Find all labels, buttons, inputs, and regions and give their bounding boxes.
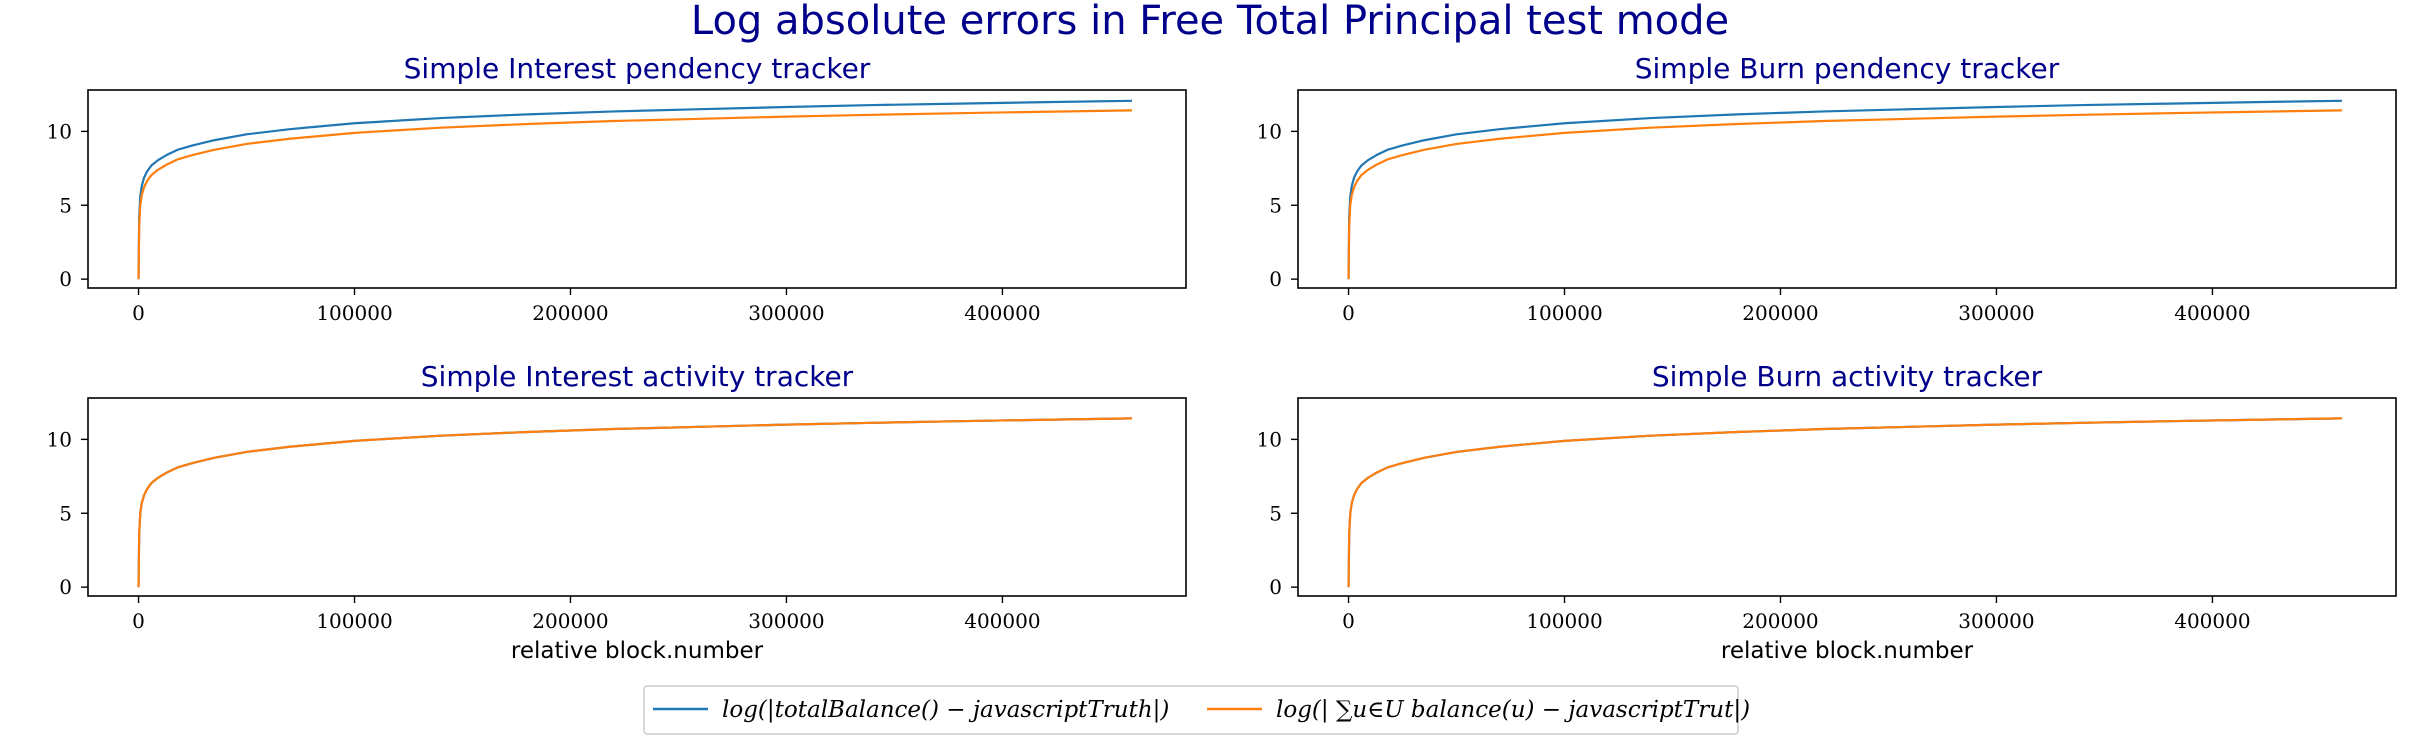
y-tick-label: 10	[47, 119, 72, 143]
subplot-title: Simple Burn pendency tracker	[1635, 52, 2060, 85]
y-tick-label: 10	[1257, 119, 1282, 143]
x-tick-label: 0	[1342, 609, 1355, 633]
x-tick-label: 400000	[964, 301, 1040, 325]
x-axis-label: relative block.number	[511, 638, 764, 664]
subplot-series-group	[1347, 99, 2343, 280]
legend-label-sum-balance: log(| ∑u∈U balance(u) − javascriptTrut|)	[1276, 697, 1750, 723]
subplot-series-group	[1347, 417, 2343, 588]
x-tick-label: 100000	[316, 301, 392, 325]
series-line-sum-balance	[1347, 417, 2343, 588]
subplot-3: Simple Interest activity tracker 0 100000 2…	[47, 360, 1187, 664]
y-tick-label: 10	[1257, 427, 1282, 451]
legend-label-total-balance: log(|totalBalance() − javascriptTruth|)	[722, 697, 1169, 723]
subplot-frame	[87, 397, 1187, 597]
subplot-frame	[1297, 397, 2397, 597]
subplot-frame	[87, 89, 1187, 289]
figure-suptitle: Log absolute errors in Free Total Princi…	[691, 0, 1729, 44]
subplot-series-group	[137, 99, 1133, 280]
subplot-title: Simple Interest pendency tracker	[404, 52, 871, 85]
series-line-total-balance	[137, 99, 1133, 280]
y-tick-label: 0	[1269, 575, 1282, 599]
x-tick-label: 100000	[1526, 609, 1602, 633]
x-tick-label: 0	[1342, 301, 1355, 325]
x-tick-label: 100000	[1526, 301, 1602, 325]
x-axis-label: relative block.number	[1721, 638, 1974, 664]
y-tick-label: 5	[59, 501, 72, 525]
x-tick-label: 0	[132, 609, 145, 633]
y-tick-label: 0	[59, 267, 72, 291]
y-tick-label: 0	[59, 575, 72, 599]
series-line-sum-balance	[1347, 109, 2343, 280]
x-tick-label: 200000	[1742, 301, 1818, 325]
x-tick-label: 400000	[964, 609, 1040, 633]
y-tick-label: 0	[1269, 267, 1282, 291]
x-tick-label: 0	[132, 301, 145, 325]
x-tick-label: 200000	[1742, 609, 1818, 633]
x-tick-label: 400000	[2174, 301, 2250, 325]
legend-frame	[643, 685, 1739, 735]
subplot-2: Simple Burn pendency tracker 0 100000 20000…	[1257, 52, 2397, 325]
series-line-total-balance	[1347, 99, 2343, 280]
y-tick-label: 5	[1269, 193, 1282, 217]
subplot-title: Simple Interest activity tracker	[421, 360, 854, 393]
x-tick-label: 400000	[2174, 609, 2250, 633]
x-tick-label: 200000	[532, 609, 608, 633]
series-line-sum-balance	[137, 109, 1133, 280]
x-tick-label: 300000	[748, 301, 824, 325]
subplot-title: Simple Burn activity tracker	[1652, 360, 2043, 393]
y-tick-label: 10	[47, 427, 72, 451]
subplot-series-group	[137, 417, 1133, 588]
x-tick-label: 100000	[316, 609, 392, 633]
x-tick-label: 300000	[1958, 609, 2034, 633]
x-tick-label: 300000	[1958, 301, 2034, 325]
series-line-sum-balance	[137, 417, 1133, 588]
subplot-4: Simple Burn activity tracker 0 100000 20000…	[1257, 360, 2397, 664]
x-tick-label: 300000	[748, 609, 824, 633]
legend: log(|totalBalance() − javascriptTruth|) …	[643, 685, 1750, 735]
subplot-frame	[1297, 89, 2397, 289]
subplot-1: Simple Interest pendency tracker 0 100000 2…	[47, 52, 1187, 325]
y-tick-label: 5	[59, 193, 72, 217]
x-tick-label: 200000	[532, 301, 608, 325]
y-tick-label: 5	[1269, 501, 1282, 525]
